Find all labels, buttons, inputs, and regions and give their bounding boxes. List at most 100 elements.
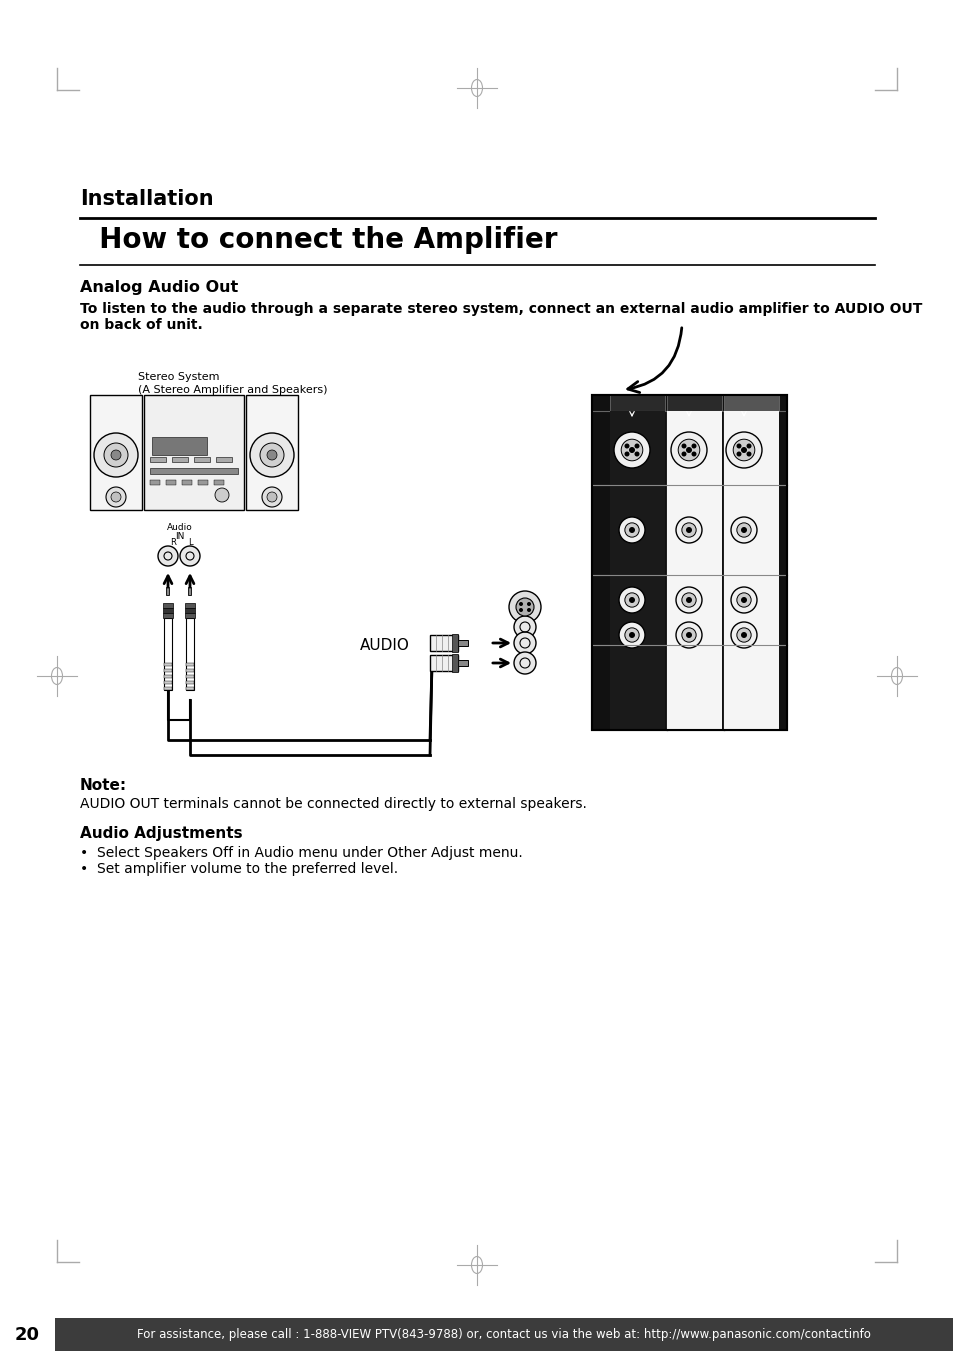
Bar — [150, 480, 160, 485]
Circle shape — [628, 527, 635, 534]
Text: S-VIDEO: S-VIDEO — [596, 439, 637, 447]
Circle shape — [267, 492, 276, 503]
Circle shape — [670, 432, 706, 467]
Circle shape — [214, 488, 229, 503]
Text: AUDIO OUT terminals cannot be connected directly to external speakers.: AUDIO OUT terminals cannot be connected … — [80, 797, 586, 811]
Circle shape — [618, 517, 644, 543]
Bar — [167, 586, 170, 594]
Circle shape — [111, 450, 121, 459]
Circle shape — [628, 632, 635, 638]
Circle shape — [740, 527, 746, 534]
Text: L: L — [603, 590, 609, 600]
Bar — [457, 661, 468, 666]
Circle shape — [681, 628, 696, 642]
Bar — [0, 1319, 953, 1351]
Bar — [592, 394, 786, 730]
Text: OUT: OUT — [738, 394, 762, 404]
Bar — [430, 635, 457, 651]
Circle shape — [514, 653, 536, 674]
Circle shape — [106, 486, 126, 507]
Bar — [609, 394, 664, 411]
Bar — [164, 617, 172, 690]
Circle shape — [260, 443, 284, 467]
Circle shape — [736, 443, 740, 449]
Circle shape — [736, 451, 740, 457]
Bar — [185, 603, 194, 608]
Bar — [163, 608, 172, 613]
Bar — [193, 457, 210, 462]
Circle shape — [514, 616, 536, 638]
Bar — [452, 634, 457, 653]
Circle shape — [250, 434, 294, 477]
Bar — [90, 394, 142, 509]
Bar — [144, 394, 244, 509]
Circle shape — [745, 451, 751, 457]
Text: on back of unit.: on back of unit. — [80, 317, 203, 332]
Bar — [172, 457, 188, 462]
Circle shape — [262, 486, 282, 507]
Circle shape — [514, 632, 536, 654]
Circle shape — [94, 434, 138, 477]
Circle shape — [624, 443, 629, 449]
Circle shape — [736, 628, 750, 642]
Circle shape — [676, 586, 701, 613]
Bar — [163, 613, 172, 617]
Bar — [186, 617, 193, 690]
Bar — [215, 457, 232, 462]
Circle shape — [740, 447, 746, 453]
Bar — [186, 663, 193, 666]
Text: To listen to the audio through a separate stereo system, connect an external aud: To listen to the audio through a separat… — [80, 303, 922, 316]
Circle shape — [628, 597, 635, 603]
Text: VIDEO: VIDEO — [599, 520, 631, 530]
Circle shape — [681, 523, 696, 538]
Bar — [166, 480, 175, 485]
Circle shape — [733, 439, 754, 461]
Circle shape — [104, 443, 128, 467]
Circle shape — [730, 586, 757, 613]
Circle shape — [618, 586, 644, 613]
Circle shape — [685, 597, 691, 603]
Circle shape — [740, 632, 746, 638]
Text: L: L — [188, 538, 193, 547]
Circle shape — [526, 608, 531, 612]
Bar — [246, 394, 297, 509]
Bar — [666, 394, 721, 411]
Circle shape — [624, 451, 629, 457]
Circle shape — [691, 451, 696, 457]
Circle shape — [624, 593, 639, 607]
Bar — [723, 576, 779, 644]
Text: AUDIO: AUDIO — [359, 638, 410, 653]
Bar — [150, 457, 166, 462]
Bar — [164, 663, 172, 666]
Bar — [164, 688, 172, 690]
Circle shape — [518, 603, 522, 607]
Circle shape — [526, 603, 531, 607]
Text: Analog Audio Out: Analog Audio Out — [80, 280, 238, 295]
Text: Audio Adjustments: Audio Adjustments — [80, 825, 242, 842]
Circle shape — [676, 621, 701, 648]
Bar — [452, 654, 457, 671]
Bar — [666, 485, 721, 576]
Text: •  Set amplifier volume to the preferred level.: • Set amplifier volume to the preferred … — [80, 862, 397, 875]
Text: (A Stereo Amplifier and Speakers): (A Stereo Amplifier and Speakers) — [138, 385, 327, 394]
Circle shape — [516, 598, 534, 616]
Circle shape — [680, 443, 686, 449]
Text: IN 2: IN 2 — [681, 394, 705, 404]
Circle shape — [618, 621, 644, 648]
Circle shape — [736, 523, 750, 538]
Bar — [609, 576, 664, 644]
Circle shape — [509, 590, 540, 623]
Circle shape — [624, 628, 639, 642]
Text: AUDIO: AUDIO — [597, 603, 629, 612]
Circle shape — [685, 632, 691, 638]
Circle shape — [628, 447, 635, 453]
Circle shape — [691, 443, 696, 449]
Text: •  Select Speakers Off in Audio menu under Other Adjust menu.: • Select Speakers Off in Audio menu unde… — [80, 846, 522, 861]
Bar — [185, 613, 194, 617]
Bar — [666, 411, 721, 485]
Bar — [723, 394, 779, 411]
Circle shape — [614, 432, 649, 467]
Bar — [186, 676, 193, 678]
Bar — [164, 681, 172, 684]
Circle shape — [730, 621, 757, 648]
